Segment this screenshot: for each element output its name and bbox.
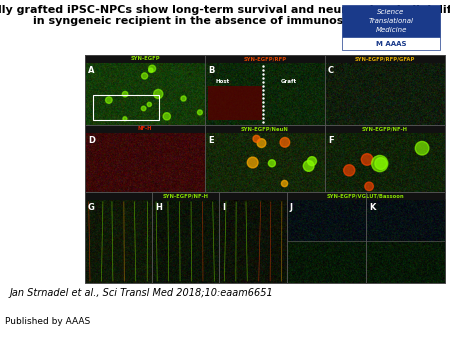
Circle shape — [372, 155, 388, 172]
Bar — [287, 192, 445, 200]
Text: Science: Science — [378, 9, 405, 15]
Bar — [205, 124, 325, 132]
Circle shape — [344, 165, 355, 176]
Circle shape — [257, 139, 266, 147]
Bar — [366, 192, 445, 283]
Text: Graft: Graft — [281, 79, 297, 84]
Text: M AAAS: M AAAS — [376, 41, 406, 47]
Circle shape — [307, 157, 316, 166]
Bar — [85, 55, 205, 63]
Circle shape — [375, 158, 387, 169]
Circle shape — [148, 65, 156, 72]
Bar — [208, 86, 262, 120]
Bar — [220, 192, 287, 283]
Bar — [325, 124, 445, 132]
Text: SYN-EGFP/NF-H: SYN-EGFP/NF-H — [163, 193, 209, 198]
Text: SYN-EGFP/NF-H: SYN-EGFP/NF-H — [362, 126, 408, 131]
Text: C: C — [328, 66, 334, 75]
Circle shape — [198, 110, 203, 115]
Circle shape — [141, 106, 146, 111]
Circle shape — [141, 73, 148, 79]
Bar — [85, 124, 205, 132]
Bar — [85, 192, 287, 200]
Bar — [85, 55, 445, 283]
Bar — [85, 124, 205, 192]
Text: Translational: Translational — [369, 18, 414, 24]
Circle shape — [148, 68, 153, 73]
Text: in syngeneic recipient in the absence of immunosuppression.: in syngeneic recipient in the absence of… — [33, 16, 417, 26]
Text: A: A — [88, 66, 94, 75]
Text: SYN-EGFP/RFP/GFAP: SYN-EGFP/RFP/GFAP — [355, 56, 415, 62]
Text: Jan Strnadel et al., Sci Transl Med 2018;10:eaam6651: Jan Strnadel et al., Sci Transl Med 2018… — [10, 288, 274, 298]
Text: Host: Host — [216, 79, 230, 84]
Bar — [85, 192, 152, 283]
Text: H: H — [155, 203, 162, 212]
Circle shape — [253, 135, 260, 142]
Circle shape — [123, 117, 127, 121]
Text: Medicine: Medicine — [375, 27, 407, 33]
Bar — [205, 55, 325, 63]
Circle shape — [281, 180, 288, 187]
Text: J: J — [290, 203, 292, 212]
Text: I: I — [222, 203, 225, 212]
Circle shape — [122, 91, 128, 97]
Text: G: G — [88, 203, 95, 212]
Bar — [342, 5, 440, 37]
Text: E: E — [208, 136, 214, 145]
Text: SYN-EGFP/NeuN: SYN-EGFP/NeuN — [241, 126, 289, 131]
Text: B: B — [208, 66, 214, 75]
Text: Published by AAAS: Published by AAAS — [5, 317, 90, 326]
Text: SYN-EGFP/VGLUT/Bassoon: SYN-EGFP/VGLUT/Bassoon — [327, 193, 405, 198]
Text: SYN-EGFP: SYN-EGFP — [130, 56, 160, 62]
Bar — [93, 95, 159, 120]
Bar — [205, 124, 325, 192]
Bar — [85, 55, 205, 124]
Circle shape — [280, 138, 290, 147]
Circle shape — [361, 154, 373, 165]
Text: F: F — [328, 136, 333, 145]
Circle shape — [365, 182, 374, 191]
Circle shape — [415, 141, 429, 155]
Bar — [287, 192, 366, 283]
Bar — [342, 37, 440, 50]
Bar — [205, 55, 325, 124]
Text: NF-H: NF-H — [138, 126, 152, 131]
Text: D: D — [88, 136, 95, 145]
Circle shape — [154, 90, 163, 99]
Circle shape — [106, 97, 112, 103]
Circle shape — [247, 157, 258, 168]
Text: K: K — [369, 203, 375, 212]
Bar — [325, 55, 445, 124]
Circle shape — [268, 160, 275, 167]
Bar — [152, 192, 220, 283]
Text: Fig. 4 Spinally grafted iPSC-NPCs show long-term survival and neuronal and glial: Fig. 4 Spinally grafted iPSC-NPCs show l… — [0, 5, 450, 15]
Bar — [325, 55, 445, 63]
Circle shape — [147, 102, 151, 106]
Circle shape — [163, 113, 171, 120]
Bar — [325, 124, 445, 192]
Circle shape — [303, 161, 314, 171]
Text: SYN-EGFP/RFP: SYN-EGFP/RFP — [243, 56, 287, 62]
Circle shape — [181, 96, 186, 101]
